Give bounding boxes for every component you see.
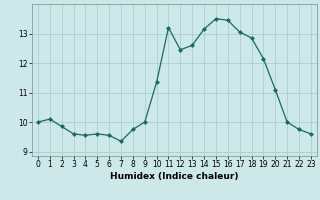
X-axis label: Humidex (Indice chaleur): Humidex (Indice chaleur): [110, 172, 239, 181]
